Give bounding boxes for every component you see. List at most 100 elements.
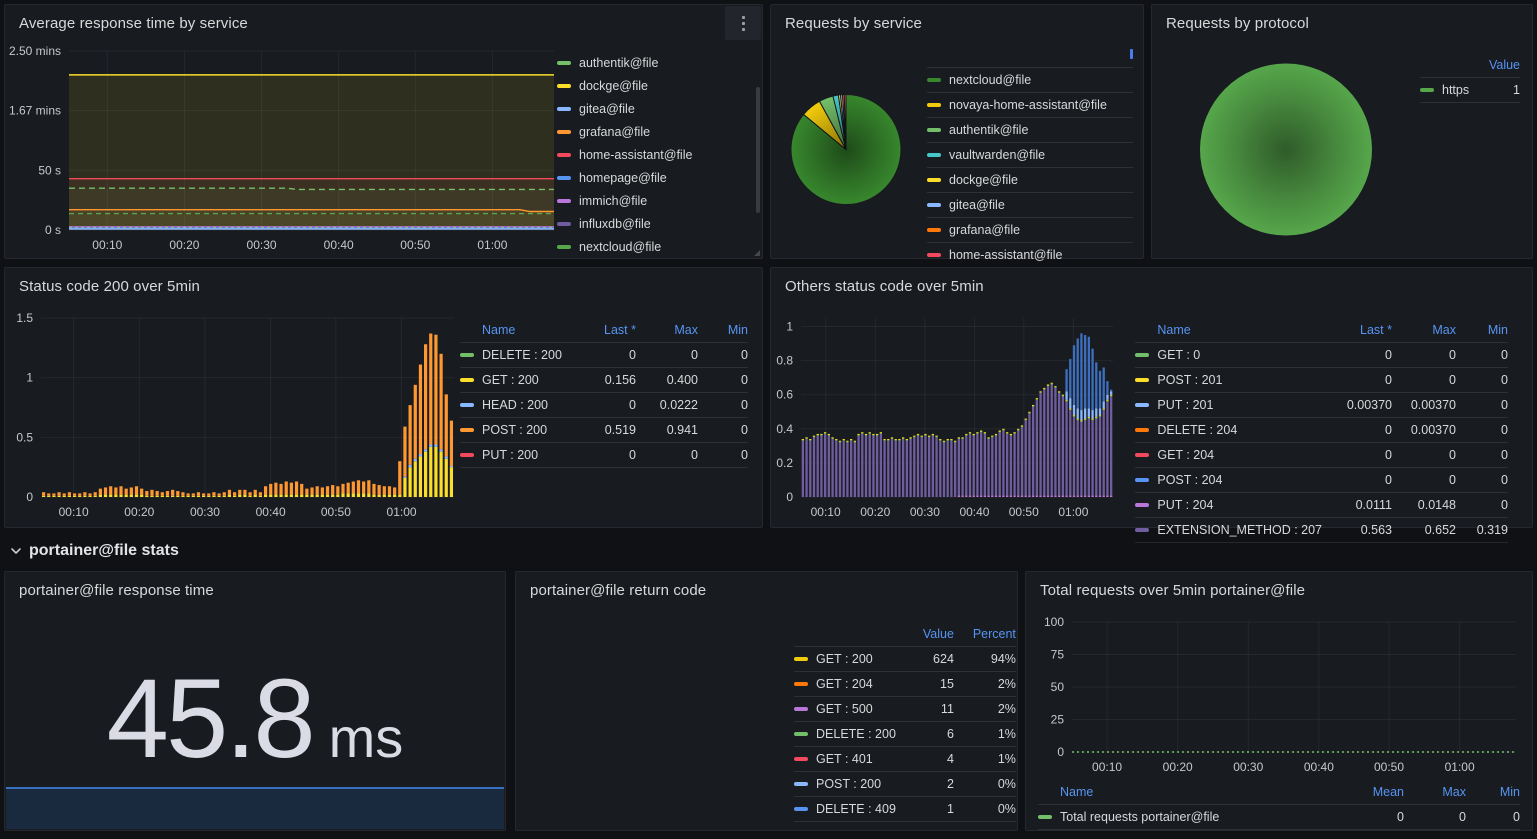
cell-value: 0 — [629, 348, 636, 362]
chart-others-status-code[interactable]: 0 0.2 0.4 0.6 0.8 1 00:10 00:20 00:30 00:40 00:50 0… — [771, 304, 1117, 527]
chart-status-code-200[interactable]: 0 0.5 1 1.5 00:10 00:20 00:30 00:40 00:50 01:00 — [5, 304, 460, 527]
series-color-bullet — [927, 103, 941, 107]
svg-text:50: 50 — [1051, 680, 1065, 694]
legend-table-row[interactable]: https 1 — [1420, 77, 1520, 103]
column-header-min[interactable]: Min — [1499, 785, 1520, 799]
cell-value: 1 — [946, 802, 954, 816]
legend-table-row[interactable]: gitea@file — [927, 192, 1133, 217]
stat-value: 45.8 — [106, 656, 316, 781]
cell-value: 0.319 — [1476, 523, 1508, 537]
column-header-min[interactable]: Min — [727, 323, 748, 337]
panel-title[interactable]: Status code 200 over 5min — [19, 277, 200, 295]
legend-table-header: Value — [1420, 53, 1520, 77]
svg-text:0 s: 0 s — [45, 223, 61, 237]
svg-text:00:40: 00:40 — [324, 238, 354, 252]
legend-item[interactable]: grafana@file — [557, 120, 762, 143]
column-header-min[interactable]: Min — [1487, 323, 1508, 337]
panel-title[interactable]: portainer@file response time — [19, 581, 214, 599]
legend-item[interactable]: dockge@file — [557, 74, 762, 97]
column-header-name[interactable]: Name — [482, 323, 516, 337]
legend-table-row[interactable]: PUT : 200 0 0 0 — [460, 442, 748, 468]
column-header-name[interactable]: Name — [1060, 785, 1094, 799]
legend-item[interactable]: home-assistant@file — [557, 143, 762, 166]
legend-table-row[interactable]: GET : 204 0 0 0 — [1135, 442, 1508, 467]
column-header-max[interactable]: Max — [674, 323, 698, 337]
legend-scrollbar[interactable] — [756, 87, 760, 213]
cell-value: 0.00370 — [1410, 398, 1456, 412]
column-header-value[interactable]: Value — [1488, 58, 1520, 72]
panel-title[interactable]: Total requests over 5min portainer@file — [1040, 581, 1306, 599]
legend-table-row[interactable]: grafana@file — [927, 217, 1133, 242]
legend-table-row[interactable]: POST : 204 0 0 0 — [1135, 467, 1508, 492]
legend-item[interactable]: authentik@file — [557, 51, 762, 74]
cell-value: 4 — [946, 752, 954, 766]
panel-portainer-return-code: portainer@file return code Value Percent G… — [515, 571, 1018, 831]
legend-table-row[interactable]: GET : 200 0.156 0.400 0 — [460, 367, 748, 392]
legend-table-row[interactable]: GET : 500 11 2% — [794, 696, 1016, 721]
panel-title[interactable]: Average response time by service — [19, 14, 248, 32]
legend-item[interactable]: gitea@file — [557, 97, 762, 120]
series-color-bullet — [927, 228, 941, 232]
legend-table-row[interactable]: home-assistant@file — [927, 242, 1133, 268]
panel-title[interactable]: Requests by service — [785, 14, 922, 32]
legend-table-row[interactable]: POST : 201 0 0 0 — [1135, 367, 1508, 392]
column-header-last-[interactable]: Last * — [1360, 323, 1392, 337]
legend-table-row[interactable]: nextcloud@file — [927, 67, 1133, 92]
legend-item[interactable]: nextcloud@file — [557, 235, 762, 258]
legend: authentik@file dockge@file gitea@file grafa… — [557, 41, 762, 258]
legend-table-row[interactable]: GET : 204 15 2% — [794, 671, 1016, 696]
legend-table-row[interactable]: POST : 200 2 0% — [794, 771, 1016, 796]
legend-table-row[interactable]: GET : 0 0 0 0 — [1135, 342, 1508, 367]
legend-table-row[interactable]: DELETE : 200 6 1% — [794, 721, 1016, 746]
legend-table-row[interactable]: authentik@file — [927, 117, 1133, 142]
cell-value: 0 — [1459, 810, 1466, 824]
legend-item[interactable]: immich@file — [557, 189, 762, 212]
row-header-portainer-stats[interactable]: portainer@file stats — [10, 537, 179, 565]
legend-table-row[interactable]: DELETE : 409 1 0% — [794, 796, 1016, 822]
panel-resize-handle[interactable] — [754, 250, 760, 256]
column-header-value[interactable]: Value — [922, 627, 954, 641]
column-header-max[interactable]: Max — [1432, 323, 1456, 337]
series-color-bullet — [794, 782, 808, 786]
svg-text:00:30: 00:30 — [910, 505, 940, 519]
chart-requests-by-service-pie[interactable] — [771, 41, 921, 258]
legend-table-row[interactable]: PUT : 204 0.0111 0.0148 0 — [1135, 492, 1508, 517]
panel-title[interactable]: Others status code over 5min — [785, 277, 984, 295]
column-header-max[interactable]: Max — [1442, 785, 1466, 799]
legend-table-row[interactable]: EXTENSION_METHOD : 207 0.563 0.652 0.319 — [1135, 517, 1508, 543]
cell-value: 0.519 — [604, 423, 636, 437]
column-header-name[interactable]: Name — [1157, 323, 1191, 337]
cell-value: 0 — [1449, 448, 1456, 462]
chart-avg-response-time[interactable]: 0 s 50 s 1.67 mins 2.50 mins 00:10 00:20 00:30… — [5, 41, 557, 258]
legend-table-row[interactable]: HEAD : 200 0 0.0222 0 — [460, 392, 748, 417]
svg-text:00:40: 00:40 — [959, 505, 989, 519]
panel-menu-button[interactable] — [725, 6, 761, 40]
chart-return-code-pie[interactable] — [516, 608, 794, 830]
chart-total-requests[interactable]: 0 25 50 75 100 00:10 00:20 00:30 00:40 00:50 01:00 — [1038, 612, 1522, 780]
legend-table-row[interactable]: dockge@file — [927, 167, 1133, 192]
legend-item[interactable]: influxdb@file — [557, 212, 762, 235]
column-header-mean[interactable]: Mean — [1372, 785, 1404, 799]
column-header-percent[interactable]: Percent — [972, 627, 1016, 641]
legend-item[interactable]: homepage@file — [557, 166, 762, 189]
svg-text:00:30: 00:30 — [1233, 760, 1263, 774]
legend-table-row[interactable]: PUT : 201 0.00370 0.00370 0 — [1135, 392, 1508, 417]
cell-value: 1 — [1513, 83, 1520, 97]
svg-text:00:30: 00:30 — [190, 505, 220, 519]
legend-table-row[interactable]: POST : 200 0.519 0.941 0 — [460, 417, 748, 442]
panel-title[interactable]: Requests by protocol — [1166, 14, 1309, 32]
legend-table-row[interactable]: vaultwarden@file — [927, 142, 1133, 167]
legend-table-row[interactable]: Total requests portainer@file 0 0 0 — [1038, 804, 1520, 830]
legend-table-row[interactable]: novaya-home-assistant@file — [927, 92, 1133, 117]
panel-title[interactable]: portainer@file return code — [530, 581, 707, 599]
cell-value: 0 — [741, 448, 748, 462]
legend-table-row[interactable]: DELETE : 200 0 0 0 — [460, 342, 748, 367]
cell-value: 0.563 — [1360, 523, 1392, 537]
chart-requests-by-protocol-pie[interactable] — [1152, 41, 1420, 258]
legend-table-row[interactable]: GET : 401 4 1% — [794, 746, 1016, 771]
legend-table-row[interactable]: DELETE : 204 0 0.00370 0 — [1135, 417, 1508, 442]
cell-value: 0.0111 — [1355, 498, 1392, 512]
column-header-last-[interactable]: Last * — [604, 323, 636, 337]
cell-value: 0 — [1513, 810, 1520, 824]
legend-table-row[interactable]: GET : 200 624 94% — [794, 646, 1016, 671]
